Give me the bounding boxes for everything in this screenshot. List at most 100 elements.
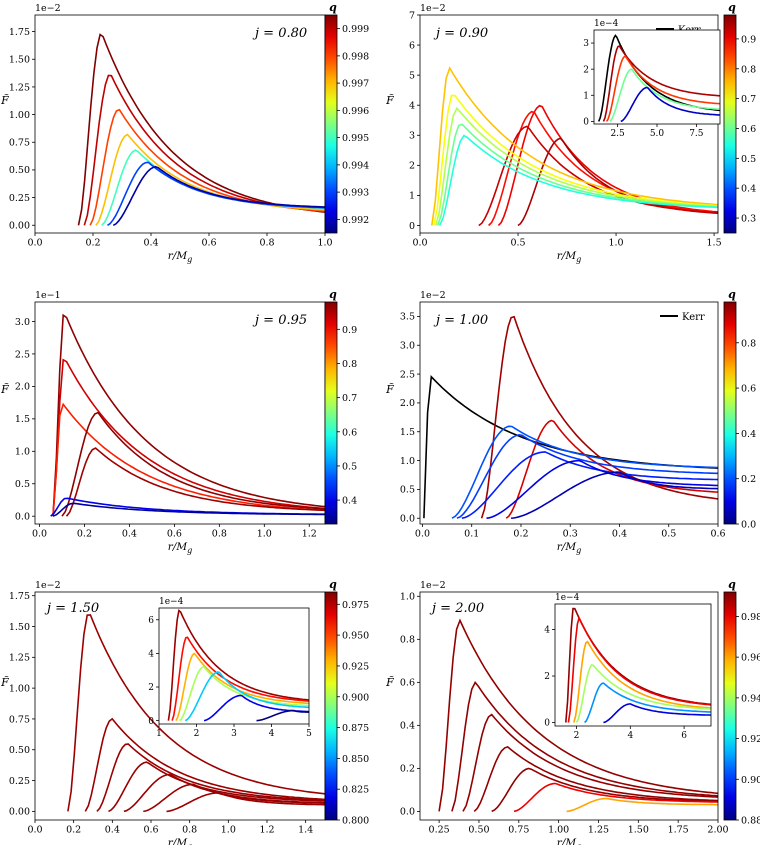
y-tick-label: 0.4 (400, 721, 415, 732)
series-line-1 (171, 636, 309, 721)
series-line-1 (84, 717, 325, 812)
x-tick-label: 2 (194, 729, 200, 739)
colorbar (723, 591, 737, 821)
y-tick-label: 0 (409, 221, 415, 232)
y-tick-label: 1.25 (9, 82, 30, 93)
x-tick-label: 1.50 (628, 825, 649, 836)
series-line-6 (486, 459, 718, 519)
x-tick-label: 1.00 (548, 825, 569, 836)
y-tick-label: 1.50 (9, 622, 30, 633)
y-tick-label: 1.75 (9, 591, 30, 602)
x-tick-label: 0.2 (85, 238, 100, 249)
series-line-1 (567, 615, 711, 723)
data-curves (565, 607, 711, 724)
inset-plot: 1 2 3 4 5 0 2 4 6 1e−4 (148, 597, 312, 739)
y-tick-label: 2.0 (400, 398, 415, 409)
y-axis-label: F̃ (0, 383, 9, 396)
colorbar-tick-label: 0.4 (741, 429, 756, 440)
axis-scale-label: 1e−2 (35, 3, 61, 14)
data-curves (77, 33, 325, 227)
axis-scale-label: 1e−4 (594, 19, 619, 29)
x-tick-label: 0.8 (212, 529, 227, 540)
y-tick-label: 2.5 (400, 369, 415, 380)
x-tick-label: 5.0 (650, 129, 665, 139)
colorbar-tick-label: 0.5 (342, 461, 357, 472)
series-line-3 (61, 411, 325, 517)
colorbar-tick-label: 0.6 (342, 427, 357, 438)
y-tick-label: 0.75 (9, 138, 30, 149)
x-axis-label: r/Mg (168, 837, 192, 845)
panel-annotation: j = 0.90 (433, 26, 488, 41)
x-tick-label: 0.6 (710, 529, 725, 540)
panel-annotation: j = 1.00 (433, 313, 488, 328)
x-tick-label: 2.5 (610, 129, 625, 139)
colorbar-tick-label: 0.994 (342, 160, 369, 171)
colorbar-tick-label: 0.96 (741, 653, 760, 664)
y-tick-label: 2.0 (15, 382, 30, 393)
y-tick-label: 1.5 (15, 414, 30, 425)
x-axis-label-sub: g (576, 255, 581, 264)
y-tick-label: 1.5 (400, 427, 415, 438)
colorbar-tick-label: 0.950 (342, 631, 369, 642)
axis-scale-label: 1e−1 (35, 290, 61, 301)
y-tick-label: 0.5 (15, 479, 30, 490)
y-tick-label: 0 (148, 717, 154, 727)
axes-frame (419, 591, 719, 821)
y-tick-label: 1 (409, 191, 415, 202)
y-tick-label: 1.00 (9, 110, 30, 121)
x-tick-label: 0.4 (105, 825, 120, 836)
axis-scale-label: 1e−2 (420, 580, 446, 591)
colorbar-tick-label: 0.900 (342, 692, 369, 703)
colorbar (324, 14, 338, 234)
y-tick-label: 2 (583, 65, 589, 75)
series-line-4 (620, 86, 720, 123)
colorbar-tick-label: 0.997 (342, 79, 369, 90)
colorbar-tick-label: 0.925 (342, 661, 369, 672)
x-tick-label: 0.50 (468, 825, 489, 836)
axis-scale-label: 1e−4 (159, 597, 184, 607)
series-line-3 (179, 665, 309, 722)
colorbar-tick-label: 0.2 (741, 474, 756, 485)
axis-scale-label: 1e−2 (420, 290, 446, 301)
y-axis-label: F̃ (385, 676, 394, 689)
x-axis-label-sub: g (187, 842, 192, 845)
colorbar-tick-label: 0.3 (741, 214, 756, 225)
x-tick-label: 0.6 (143, 825, 158, 836)
series-line-4 (491, 767, 718, 813)
x-tick-label: 1.0 (608, 238, 623, 249)
colorbar-tick-label: 0.7 (342, 393, 357, 404)
colorbar-tick-label: 0.800 (342, 816, 369, 827)
y-tick-label: 2.5 (15, 349, 30, 360)
y-tick-label: 4 (148, 650, 154, 660)
y-tick-label: 3.0 (400, 341, 415, 352)
data-curves (597, 34, 720, 123)
y-tick-label: 0.25 (9, 193, 30, 204)
y-tick-label: 1.0 (400, 456, 415, 467)
x-tick-label: 3 (231, 729, 237, 739)
series-line-7 (436, 123, 718, 226)
colorbar-label: q (728, 1, 736, 14)
series-line-6 (566, 797, 718, 813)
colorbar-tick-label: 0.88 (741, 816, 760, 827)
series-line-2 (96, 743, 325, 812)
inset-plot: 2.5 5.0 7.5 0 1 2 3 1e−4 (583, 19, 721, 139)
series-line-2 (52, 402, 325, 517)
series-line-5 (603, 703, 711, 724)
x-tick-label: 0.8 (259, 238, 274, 249)
y-tick-label: 0 (583, 118, 589, 128)
colorbar-tick-label: 0.6 (741, 124, 756, 135)
colorbar-tick-label: 0.0 (741, 520, 756, 531)
series-line-3 (451, 425, 718, 519)
series-line-6 (112, 165, 325, 227)
series-line-3 (473, 745, 718, 812)
y-tick-label: 0.25 (9, 776, 30, 787)
x-axis-label-sub: g (576, 546, 581, 555)
x-axis-label: r/Mg (168, 250, 192, 264)
series-line-4 (65, 447, 325, 517)
x-axis-label: r/Mg (557, 837, 581, 845)
series-line-3 (478, 125, 718, 227)
colorbar-tick-label: 0.9 (741, 34, 756, 45)
series-line-6 (256, 709, 309, 722)
